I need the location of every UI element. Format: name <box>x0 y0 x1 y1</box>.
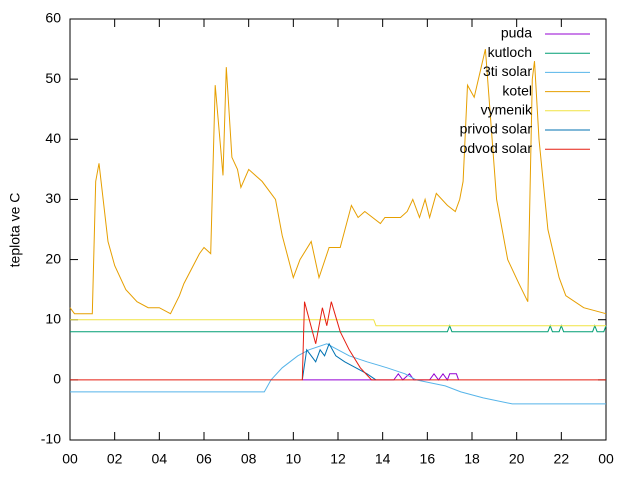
y-tick-label: 30 <box>45 190 61 206</box>
y-tick-label: 60 <box>45 10 61 26</box>
x-tick-label: 04 <box>152 451 168 467</box>
legend-label: kutloch <box>488 44 532 60</box>
legend-label: odvod solar <box>460 140 533 156</box>
x-tick-label: 14 <box>375 451 391 467</box>
legend-label: privod solar <box>460 121 533 137</box>
y-tick-label: -10 <box>41 431 61 447</box>
x-tick-label: 18 <box>464 451 480 467</box>
x-tick-label: 20 <box>509 451 525 467</box>
x-tick-label: 12 <box>330 451 346 467</box>
series-line <box>301 342 377 381</box>
x-tick-label: 16 <box>420 451 436 467</box>
series-line <box>70 319 606 327</box>
legend-label: vymenik <box>481 102 533 118</box>
series-line <box>70 301 606 381</box>
y-tick-label: 0 <box>53 371 61 387</box>
y-axis-label: teplota ve C <box>7 193 23 268</box>
y-tick-label: 10 <box>45 310 61 326</box>
series-line <box>302 372 460 381</box>
y-tick-label: 50 <box>45 70 61 86</box>
x-tick-label: 10 <box>286 451 302 467</box>
y-tick-label: 40 <box>45 130 61 146</box>
x-tick-label: 00 <box>62 451 78 467</box>
x-tick-label: 22 <box>554 451 570 467</box>
series-line <box>70 324 607 333</box>
series-line <box>69 48 607 315</box>
legend-label: 3ti solar <box>483 63 532 79</box>
series-line <box>70 343 606 405</box>
x-tick-label: 06 <box>196 451 212 467</box>
x-tick-label: 08 <box>241 451 257 467</box>
plot-border <box>69 18 607 441</box>
legend-label: kotel <box>502 82 532 98</box>
legend-label: puda <box>501 25 532 41</box>
y-tick-label: 20 <box>45 250 61 266</box>
x-tick-label: 02 <box>107 451 123 467</box>
x-tick-label: 00 <box>598 451 614 467</box>
